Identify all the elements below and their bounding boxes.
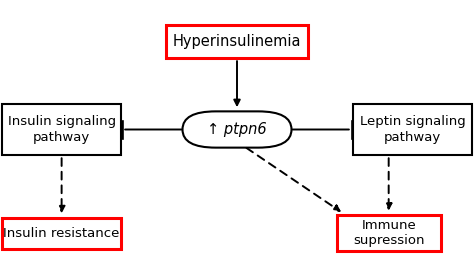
FancyBboxPatch shape — [353, 104, 472, 155]
Text: Insulin signaling
pathway: Insulin signaling pathway — [8, 116, 116, 143]
FancyBboxPatch shape — [2, 218, 121, 249]
Text: Leptin signaling
pathway: Leptin signaling pathway — [359, 116, 465, 143]
Text: Hyperinsulinemia: Hyperinsulinemia — [173, 34, 301, 49]
FancyBboxPatch shape — [337, 215, 441, 251]
Text: Insulin resistance: Insulin resistance — [3, 227, 120, 240]
FancyBboxPatch shape — [166, 25, 308, 58]
Text: Immune
supression: Immune supression — [353, 219, 424, 247]
FancyBboxPatch shape — [2, 104, 121, 155]
Text: ↑ ptpn6: ↑ ptpn6 — [207, 122, 267, 137]
FancyBboxPatch shape — [182, 111, 292, 148]
